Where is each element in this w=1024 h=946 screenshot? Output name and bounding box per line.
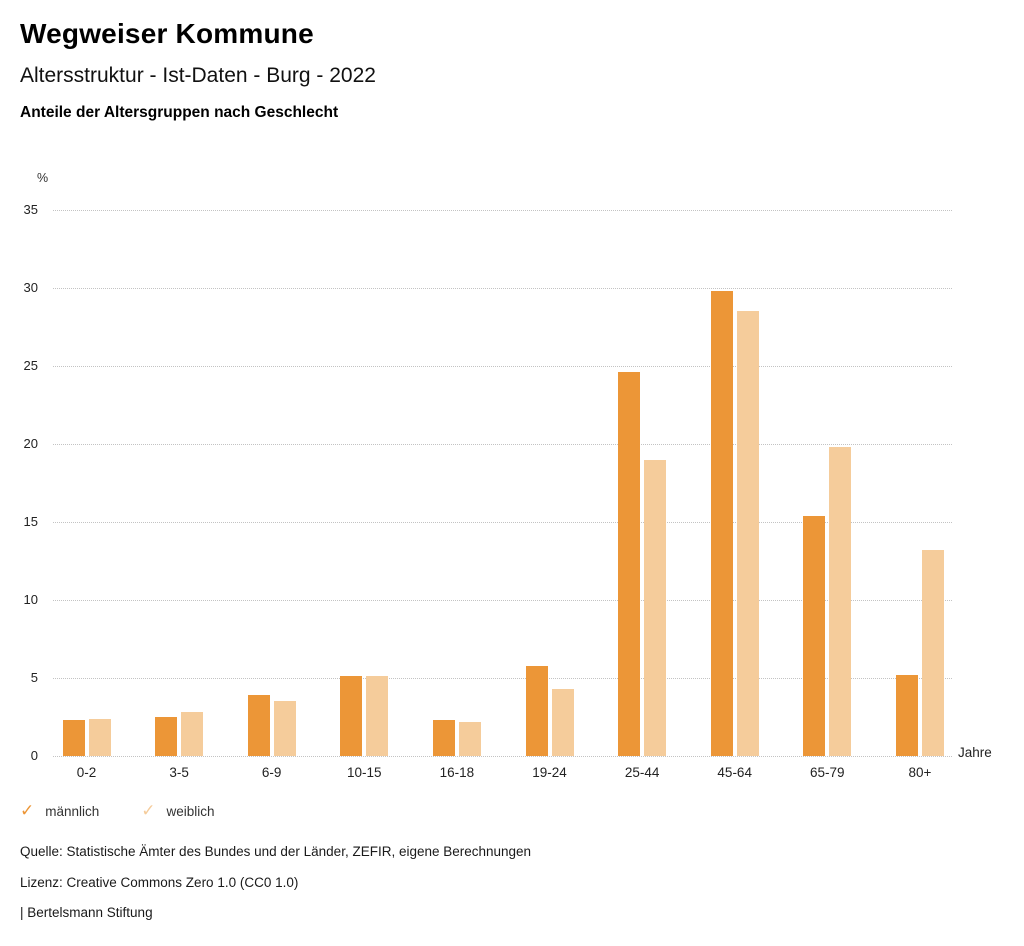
legend-label-weiblich: weiblich — [166, 803, 215, 819]
x-tick-label-19-24: 19-24 — [532, 765, 567, 780]
x-tick-label-16-18: 16-18 — [439, 765, 475, 780]
bar-maennlich-25-44[interactable] — [618, 372, 641, 756]
bar-weiblich-10-15[interactable] — [366, 676, 389, 756]
bar-weiblich-25-44[interactable] — [644, 459, 667, 756]
y-tick-label-15: 15 — [23, 514, 38, 529]
gridline-5 — [53, 678, 952, 679]
y-tick-label-30: 30 — [23, 280, 38, 295]
gridline-0 — [53, 756, 952, 757]
legend-item-weiblich[interactable]: ✓ weiblich — [141, 802, 214, 820]
bar-maennlich-65-79[interactable] — [803, 515, 826, 756]
bar-weiblich-16-18[interactable] — [458, 721, 481, 756]
legend-label-maennlich: männlich — [45, 803, 100, 819]
bar-maennlich-16-18[interactable] — [432, 720, 455, 756]
gridline-10 — [53, 600, 952, 601]
chart-title: Altersstruktur - Ist-Daten - Burg - 2022 — [20, 64, 376, 87]
chart-caption: Anteile der Altersgruppen nach Geschlech… — [20, 104, 339, 121]
x-axis-unit-label: Jahre — [958, 745, 992, 760]
y-tick-label-10: 10 — [23, 592, 38, 607]
x-tick-label-0-2: 0-2 — [76, 765, 97, 780]
x-tick-label-65-79: 65-79 — [810, 765, 845, 780]
gridline-20 — [53, 444, 952, 445]
legend-item-maennlich[interactable]: ✓ männlich — [20, 802, 99, 820]
bar-maennlich-10-15[interactable] — [340, 676, 363, 756]
y-tick-label-35: 35 — [23, 202, 38, 217]
bar-maennlich-45-64[interactable] — [710, 291, 733, 756]
y-axis-unit-label: % — [37, 171, 49, 185]
y-tick-label-25: 25 — [23, 358, 38, 373]
check-icon: ✓ — [20, 801, 35, 820]
bar-weiblich-19-24[interactable] — [551, 688, 574, 756]
x-tick-label-25-44: 25-44 — [624, 765, 660, 780]
gridline-25 — [53, 366, 952, 367]
y-tick-label-0: 0 — [30, 748, 38, 763]
gridline-15 — [53, 522, 952, 523]
bar-weiblich-45-64[interactable] — [736, 311, 759, 756]
check-icon: ✓ — [141, 801, 156, 820]
app-title: Wegweiser Kommune — [20, 18, 314, 49]
legend: ✓ männlich ✓ weiblich — [20, 802, 257, 820]
bar-weiblich-65-79[interactable] — [829, 447, 852, 756]
gridline-30 — [53, 288, 952, 289]
bar-weiblich-80+[interactable] — [921, 550, 944, 756]
x-tick-label-80+: 80+ — [908, 765, 932, 780]
x-tick-label-45-64: 45-64 — [717, 765, 752, 780]
attribution-text: | Bertelsmann Stiftung — [20, 905, 153, 920]
bar-maennlich-0-2[interactable] — [62, 720, 85, 756]
x-tick-label-6-9: 6-9 — [261, 765, 282, 780]
x-tick-label-10-15: 10-15 — [347, 765, 382, 780]
bar-maennlich-3-5[interactable] — [155, 717, 178, 756]
gridline-35 — [53, 210, 952, 211]
license-text: Lizenz: Creative Commons Zero 1.0 (CC0 1… — [20, 875, 299, 890]
y-tick-label-5: 5 — [30, 670, 38, 685]
bar-weiblich-3-5[interactable] — [181, 712, 204, 756]
bar-weiblich-0-2[interactable] — [88, 718, 111, 756]
x-tick-label-3-5: 3-5 — [169, 765, 189, 780]
y-tick-label-20: 20 — [23, 436, 38, 451]
source-text: Quelle: Statistische Ämter des Bundes un… — [20, 844, 532, 859]
bar-weiblich-6-9[interactable] — [273, 701, 296, 756]
bar-maennlich-19-24[interactable] — [525, 665, 548, 756]
bar-maennlich-6-9[interactable] — [247, 695, 270, 756]
bar-maennlich-80+[interactable] — [895, 674, 918, 756]
